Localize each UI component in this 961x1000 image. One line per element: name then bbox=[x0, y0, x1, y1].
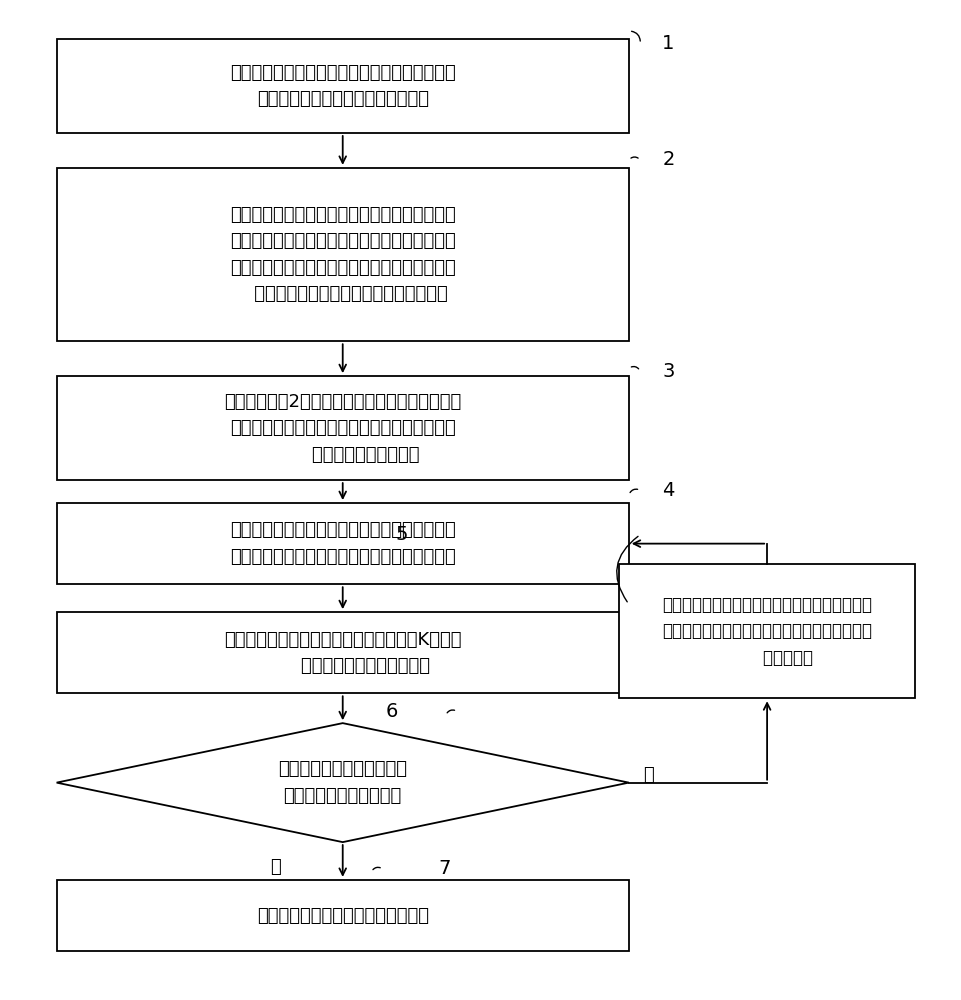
Text: 根据预设簇数将所述轨迹数据集随机划分成多个
簇，在各个所述簇中随机选取一数据点的位置作
为该簇对应的粒子的初始位置，计算各个粒子的
   适应度值，为各个粒子随: 根据预设簇数将所述轨迹数据集随机划分成多个 簇，在各个所述簇中随机选取一数据点的… bbox=[230, 206, 456, 303]
Text: 将所有的第二聚类中心作为出行热点: 将所有的第二聚类中心作为出行热点 bbox=[257, 907, 429, 925]
Text: 是: 是 bbox=[270, 858, 281, 876]
FancyBboxPatch shape bbox=[57, 880, 628, 951]
Text: 结合各个所述第二粒子群对轨迹数据集做K均值优
        化得到对应的第二聚类中心: 结合各个所述第二粒子群对轨迹数据集做K均值优 化得到对应的第二聚类中心 bbox=[224, 631, 461, 675]
FancyBboxPatch shape bbox=[619, 564, 914, 698]
Text: 5: 5 bbox=[395, 525, 407, 544]
Text: 将所述第二聚类中心作为第一聚类中心，将所述
第二粒子群作为第一粒子群，重新计算各个粒子
        的适应度值: 将所述第二聚类中心作为第一聚类中心，将所述 第二粒子群作为第一粒子群，重新计算各… bbox=[661, 596, 872, 667]
FancyBboxPatch shape bbox=[57, 612, 628, 693]
Text: 4: 4 bbox=[661, 481, 674, 500]
Text: 1: 1 bbox=[661, 34, 674, 53]
FancyBboxPatch shape bbox=[57, 376, 628, 480]
Text: 7: 7 bbox=[437, 859, 450, 878]
Text: 执行多次步骤2，得到各个簇对应的第一粒子群，
将各个所述第一粒子群中适应度值最高的粒子作
        为对应的第一聚类中心: 执行多次步骤2，得到各个簇对应的第一粒子群， 将各个所述第一粒子群中适应度值最高… bbox=[224, 393, 461, 464]
Polygon shape bbox=[57, 723, 628, 842]
Text: 2: 2 bbox=[661, 150, 674, 169]
Text: 3: 3 bbox=[661, 362, 674, 381]
FancyBboxPatch shape bbox=[57, 39, 628, 133]
FancyBboxPatch shape bbox=[57, 168, 628, 341]
Text: 获取原始轨迹数据，对所述原始轨迹数据进行数
据处理和分割得到对应的轨迹数据集: 获取原始轨迹数据，对所述原始轨迹数据进行数 据处理和分割得到对应的轨迹数据集 bbox=[230, 64, 456, 108]
FancyBboxPatch shape bbox=[57, 503, 628, 584]
Text: 所有的第二聚类中心与对应
的第一聚类中心是否相同: 所有的第二聚类中心与对应 的第一聚类中心是否相同 bbox=[278, 760, 407, 805]
Text: 6: 6 bbox=[385, 702, 398, 721]
Text: 根据各个所述第一粒子群中粒子的适应度值更新
各个粒子的速度和位置，得到对应的第二粒子群: 根据各个所述第一粒子群中粒子的适应度值更新 各个粒子的速度和位置，得到对应的第二… bbox=[230, 521, 456, 566]
Text: 否: 否 bbox=[643, 766, 653, 784]
